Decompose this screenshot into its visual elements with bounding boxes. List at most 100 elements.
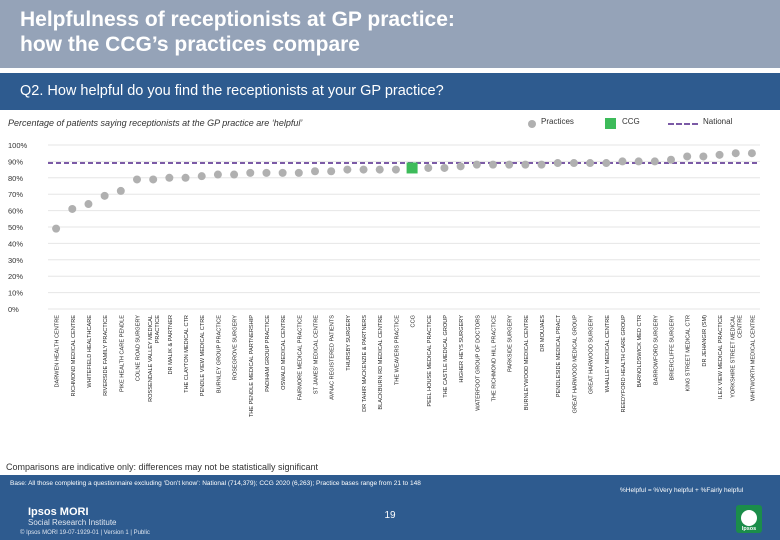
practice-point: [68, 204, 77, 213]
category-label: THE PENDLE MEDICAL PARTNERSHIP: [249, 315, 255, 417]
category-label: PADIHAM GROUP PRACTICE: [265, 315, 271, 392]
category-label: BURNLEYWOOD MEDICAL CENTRE: [524, 315, 530, 410]
category-label: BLACKBURN RD MEDICAL CENTRE: [378, 315, 384, 410]
y-tick-label: 10%: [8, 289, 23, 298]
legend-ccg-label: CCG: [622, 117, 640, 126]
practice-point: [489, 160, 497, 169]
category-label: ROSSENDALE VALLEY MEDICAL: [148, 315, 154, 402]
category-label: PARKSIDE SURGERY: [508, 315, 514, 372]
category-label: KING STREET MEDICAL CTR: [686, 315, 692, 391]
y-tick-label: 50%: [8, 223, 23, 232]
category-label: WHITEFIELD HEALTHCARE: [87, 315, 93, 388]
category-label: DR MOUJAES: [540, 315, 546, 352]
y-tick-label: 0%: [8, 305, 19, 314]
practice-point: [472, 160, 481, 169]
y-tick-label: 90%: [8, 157, 23, 166]
practice-point: [278, 168, 287, 177]
category-label: ROSEGROVE SURGERY: [233, 315, 239, 380]
practice-point: [634, 157, 643, 166]
category-label: THE WEAVERS PRACTICE: [394, 315, 400, 385]
practice-point: [230, 170, 239, 179]
practice-point: [197, 172, 206, 181]
category-label: GREAT HARWOOD SURGERY: [589, 315, 595, 394]
y-tick-label: 80%: [8, 174, 23, 183]
practice-point: [375, 165, 384, 174]
practice-point: [667, 155, 675, 164]
practice-point: [650, 157, 659, 166]
question-text: Q2. How helpful do you find the receptio…: [20, 83, 444, 99]
practice-point: [569, 159, 578, 168]
practice-point: [618, 157, 627, 166]
practice-point: [116, 186, 125, 195]
practice-point: [747, 149, 756, 158]
category-label: DARWEN HEALTH CENTRE: [55, 315, 61, 388]
category-label: PEEL HOUSE MEDICAL PRACTICE: [427, 315, 433, 407]
category-label: WATERFOOT GROUP OF DOCTORS: [475, 315, 481, 411]
chart-subtitle: Percentage of patients saying receptioni…: [8, 118, 303, 128]
category-label: DR JEHANGIR (SM): [702, 315, 708, 367]
page-title: Helpfulness of receptionists at GP pract…: [20, 8, 455, 31]
practice-point: [149, 175, 158, 184]
practice-point: [213, 170, 222, 179]
category-label: DR MALIK & PARTNER: [168, 315, 174, 374]
scatter-chart: 0% 10% 20% 30% 40% 50% 60% 70% 80% 90% 100% DARWEN …: [8, 141, 760, 417]
y-tick-label: 30%: [8, 256, 23, 265]
practice-point: [84, 200, 93, 209]
category-label: ILEX VIEW MEDICAL PRACTICE: [718, 315, 724, 399]
legend-ccg-marker: [605, 118, 616, 129]
footer-band: [0, 475, 780, 540]
category-label: HIGHER HEYS SURGERY: [459, 315, 465, 383]
practice-point: [602, 159, 611, 168]
y-tick-label: 20%: [8, 272, 23, 281]
practice-point: [456, 162, 465, 171]
ipsos-badge-label: Ipsos: [741, 526, 757, 532]
category-label: CENTRE: [738, 315, 744, 338]
category-label: RICHMOND MEDICAL CENTRE: [71, 315, 77, 397]
category-label: THURSBY SURGERY: [346, 315, 352, 371]
category-label: PRACTICE: [155, 315, 161, 344]
base-text: Base: All those completing a questionnai…: [10, 480, 421, 487]
practice-point: [537, 160, 546, 169]
practice-point: [100, 191, 109, 200]
practice-point: [440, 163, 449, 172]
y-tick-label: 60%: [8, 207, 23, 216]
practice-point: [262, 168, 271, 177]
practice-point: [246, 168, 255, 177]
title-band: [0, 0, 780, 68]
y-tick-label: 40%: [8, 239, 23, 248]
legend-practices-marker: [528, 120, 536, 128]
category-label: BURNLEY GROUP PRACTICE: [216, 315, 222, 393]
institute-name: Social Research Institute: [28, 518, 117, 527]
category-label: GREAT HARWOOD MEDICAL GROUP: [572, 315, 578, 414]
category-label: CCG: [411, 315, 417, 327]
practice-point: [294, 168, 303, 177]
category-label: THE CLAYTON MEDICAL CTR: [184, 315, 190, 393]
practice-point: [505, 160, 514, 169]
practice-point: [424, 163, 433, 172]
category-label: REEDYFORD HEALTH CARE GROUP: [621, 315, 627, 413]
practice-point: [521, 160, 530, 169]
category-label: BARROWFORD SURGERY: [653, 315, 659, 385]
page-title-line2: how the CCG’s practices compare: [20, 33, 360, 56]
category-label: WHITWORTH MEDICAL CENTRE: [750, 315, 756, 401]
category-label: WHALLEY MEDICAL CENTRE: [605, 315, 611, 393]
practice-point: [133, 175, 141, 184]
legend-practices-label: Practices: [541, 117, 574, 126]
category-label: FAIRMORE MEDICAL PRACTICE: [297, 315, 303, 401]
category-label: BARNOLDSWICK MED CTR: [637, 315, 643, 387]
ccg-point: [406, 162, 418, 174]
category-label: ST JAMES' MEDICAL CENTRE: [314, 315, 320, 394]
practice-point: [165, 173, 174, 182]
comparison-note: Comparisons are indicative only: differe…: [6, 462, 318, 472]
question-band: [0, 73, 780, 110]
practice-point: [391, 165, 400, 174]
category-label: THE CASTLE MEDICAL GROUP: [443, 315, 449, 398]
practice-point: [683, 152, 692, 161]
page-number: 19: [384, 510, 396, 521]
ipsos-mori-logo: Ipsos MORI: [28, 506, 89, 518]
practice-point: [343, 165, 352, 174]
practice-point: [699, 152, 708, 161]
y-tick-label: 100%: [8, 141, 28, 150]
y-tick-label: 70%: [8, 190, 23, 199]
practice-point: [327, 167, 336, 176]
